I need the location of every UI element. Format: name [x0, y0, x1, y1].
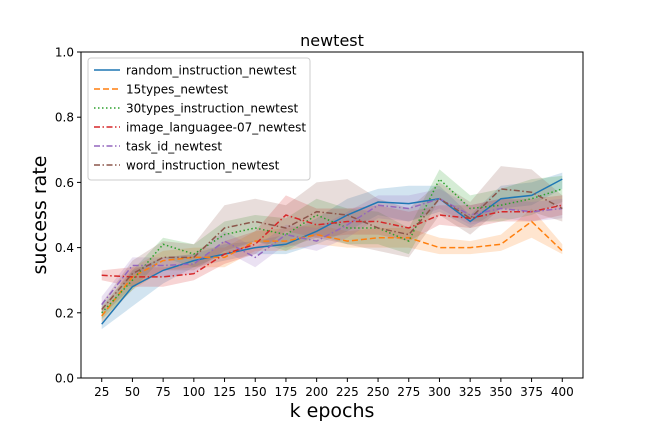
- legend-box: [87, 57, 311, 181]
- legend-label: random_instruction_newtest: [126, 64, 297, 78]
- x-tick-label: 100: [182, 385, 205, 399]
- confidence-band-2: [101, 208, 563, 323]
- x-tick-label: 175: [274, 385, 297, 399]
- x-axis-label: k epochs: [290, 400, 375, 422]
- series-line-6: [101, 188, 563, 310]
- plot-frame: [80, 51, 584, 379]
- x-tick-label: 50: [125, 385, 140, 399]
- legend: random_instruction_newtest 15types_newtes…: [87, 57, 311, 181]
- legend-label: task_id_newtest: [126, 140, 222, 154]
- series-line-5: [101, 197, 563, 306]
- y-tick-label: 0.6: [55, 176, 74, 190]
- series-line-3: [101, 177, 563, 314]
- x-axis-ticks: 25 50 75 100 125 150 175 200 225 250 275 300 325 350 3…: [94, 378, 574, 399]
- series-line-2: [101, 220, 563, 317]
- series-lines: [101, 177, 563, 325]
- x-tick-label: 375: [520, 385, 543, 399]
- series-line-4: [101, 204, 563, 278]
- y-axis-ticks: 0.0 0.2 0.4 0.6 0.8 1.0: [55, 46, 81, 386]
- y-axis-label: success rate: [29, 156, 51, 275]
- y-tick-label: 0.4: [55, 241, 74, 255]
- legend-label: image_languagee-07_newtest: [126, 121, 306, 135]
- x-tick-label: 225: [336, 385, 359, 399]
- confidence-band-4: [101, 195, 563, 287]
- x-tick-label: 75: [155, 385, 170, 399]
- confidence-band-1: [101, 172, 563, 330]
- x-tick-label: 25: [94, 385, 109, 399]
- confidence-band-3: [101, 169, 563, 320]
- x-tick-label: 300: [428, 385, 451, 399]
- y-tick-label: 0.0: [55, 372, 74, 386]
- y-tick-label: 0.2: [55, 306, 74, 320]
- chart-title: newtest: [300, 31, 364, 50]
- x-tick-label: 125: [213, 385, 236, 399]
- x-tick-label: 275: [397, 385, 420, 399]
- x-tick-label: 200: [305, 385, 328, 399]
- confidence-bands: [101, 166, 563, 330]
- legend-label: 30types_instruction_newtest: [126, 102, 298, 116]
- legend-label: 15types_newtest: [126, 83, 228, 97]
- confidence-band-5: [101, 188, 563, 313]
- y-tick-label: 1.0: [55, 46, 74, 60]
- x-tick-label: 250: [367, 385, 390, 399]
- legend-label: word_instruction_newtest: [126, 159, 280, 173]
- x-tick-label: 400: [551, 385, 574, 399]
- x-tick-label: 350: [489, 385, 512, 399]
- x-tick-label: 150: [244, 385, 267, 399]
- y-tick-label: 0.8: [55, 111, 74, 125]
- x-tick-label: 325: [459, 385, 482, 399]
